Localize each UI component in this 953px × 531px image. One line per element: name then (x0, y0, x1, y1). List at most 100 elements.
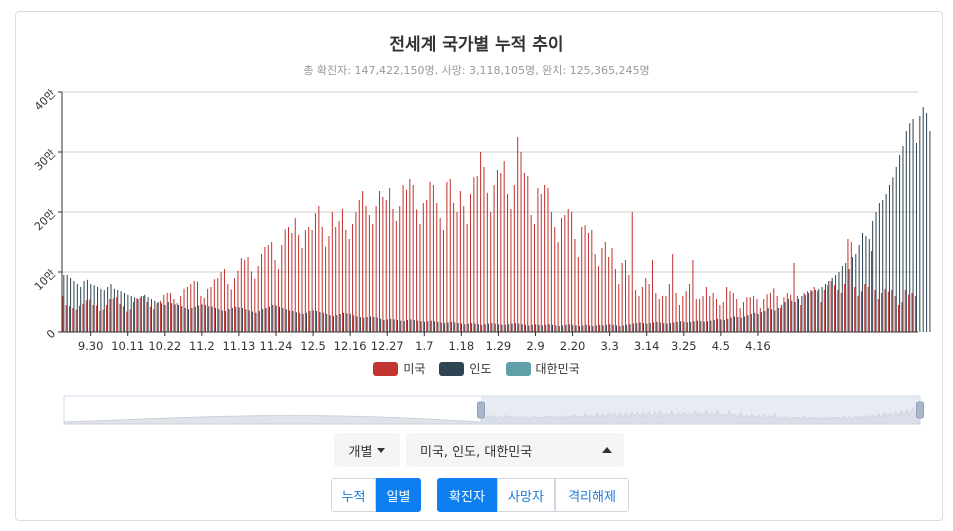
bar-1 (245, 309, 247, 332)
bar-1 (484, 324, 486, 332)
selector-row: 개별 미국, 인도, 대한민국 (334, 433, 624, 467)
bar-0 (335, 227, 337, 332)
bar-0 (234, 278, 236, 332)
deaths-button[interactable]: 사망자 (497, 478, 555, 512)
bar-1 (430, 320, 432, 332)
bar-1 (919, 116, 921, 332)
bar-1 (855, 254, 857, 332)
bar-1 (902, 146, 904, 332)
bar-0 (392, 209, 394, 332)
bar-1 (804, 294, 806, 332)
bar-1 (302, 314, 304, 332)
legend-item-korea[interactable]: 대한민국 (505, 360, 580, 377)
bar-0 (132, 302, 134, 332)
bar-1 (888, 185, 891, 332)
bar-0 (726, 287, 728, 332)
bar-1 (868, 239, 870, 332)
mode-dropdown[interactable]: 개별 (334, 433, 400, 467)
bar-0 (143, 296, 145, 332)
bar-0 (85, 300, 87, 332)
bar-0 (527, 176, 529, 332)
bar-0 (395, 221, 397, 332)
bar-0 (348, 239, 350, 332)
bar-1 (198, 305, 200, 332)
bar-1 (460, 323, 463, 332)
x-tick-label: 1.29 (486, 339, 512, 353)
bar-0 (486, 192, 488, 332)
bar-1 (403, 321, 405, 332)
data-zoom-slider[interactable] (63, 395, 924, 425)
daily-button[interactable]: 일별 (376, 478, 421, 512)
bar-0 (116, 297, 118, 332)
bar-0 (170, 293, 172, 332)
bar-1 (93, 285, 95, 332)
bar-1 (528, 325, 530, 332)
bar-0 (186, 287, 188, 332)
legend-item-india[interactable]: 인도 (439, 360, 492, 377)
bar-0 (106, 305, 108, 332)
bar-0 (459, 191, 461, 332)
recovered-button[interactable]: 격리해제 (555, 478, 629, 512)
legend-label-korea: 대한민국 (535, 362, 580, 376)
bar-0 (510, 209, 512, 332)
zoom-handle-right[interactable] (916, 401, 924, 419)
bar-0 (557, 242, 559, 332)
bar-1 (319, 312, 321, 332)
bar-0 (897, 305, 899, 332)
bar-1 (514, 323, 516, 332)
bar-1 (420, 321, 422, 332)
legend-swatch-india (439, 361, 465, 376)
bar-0 (156, 303, 158, 332)
bar-0 (126, 311, 128, 332)
metric-button-group: 확진자 사망자 격리해제 (437, 478, 629, 512)
legend-item-us[interactable]: 미국 (373, 360, 425, 377)
bar-1 (454, 322, 456, 332)
bar-1 (612, 324, 614, 332)
bar-0 (197, 281, 199, 332)
bar-0 (210, 287, 212, 332)
x-tick-label: 2.20 (560, 339, 586, 353)
bar-0 (665, 296, 667, 332)
bar-1 (194, 306, 196, 332)
bar-1 (292, 311, 294, 332)
bar-0 (112, 298, 114, 332)
bar-1 (642, 323, 644, 332)
bar-0 (288, 227, 290, 332)
bar-0 (914, 296, 916, 332)
bar-1 (663, 323, 665, 332)
bar-0 (877, 299, 879, 332)
bar-1 (343, 312, 345, 332)
country-select[interactable]: 미국, 인도, 대한민국 (406, 433, 624, 467)
zoom-handle-left[interactable] (477, 401, 485, 419)
bar-1 (353, 315, 355, 332)
bar-0 (614, 269, 616, 332)
bar-1 (481, 324, 483, 332)
cumulative-button[interactable]: 누적 (331, 478, 376, 512)
bar-1 (771, 309, 773, 332)
bar-1 (410, 319, 412, 332)
bar-1 (127, 294, 129, 332)
bar-1 (346, 313, 348, 332)
bar-1 (639, 322, 641, 332)
bar-0 (301, 248, 303, 332)
bar-0 (409, 179, 411, 332)
confirmed-button[interactable]: 확진자 (437, 478, 497, 512)
bar-1 (376, 317, 378, 332)
bar-1 (781, 305, 783, 332)
bar-1 (693, 321, 695, 332)
bar-1 (252, 311, 254, 332)
zoom-window[interactable] (481, 396, 920, 424)
bar-0 (668, 284, 670, 332)
bar-0 (806, 291, 809, 332)
bar-1 (487, 323, 489, 332)
bar-1 (120, 291, 122, 332)
bar-1 (373, 317, 375, 332)
bar-0 (601, 248, 603, 332)
bar-1 (97, 287, 99, 332)
bar-0 (240, 258, 242, 332)
bar-1 (622, 325, 624, 332)
bar-0 (864, 284, 866, 332)
bar-1 (895, 167, 897, 332)
bar-1 (784, 302, 786, 332)
